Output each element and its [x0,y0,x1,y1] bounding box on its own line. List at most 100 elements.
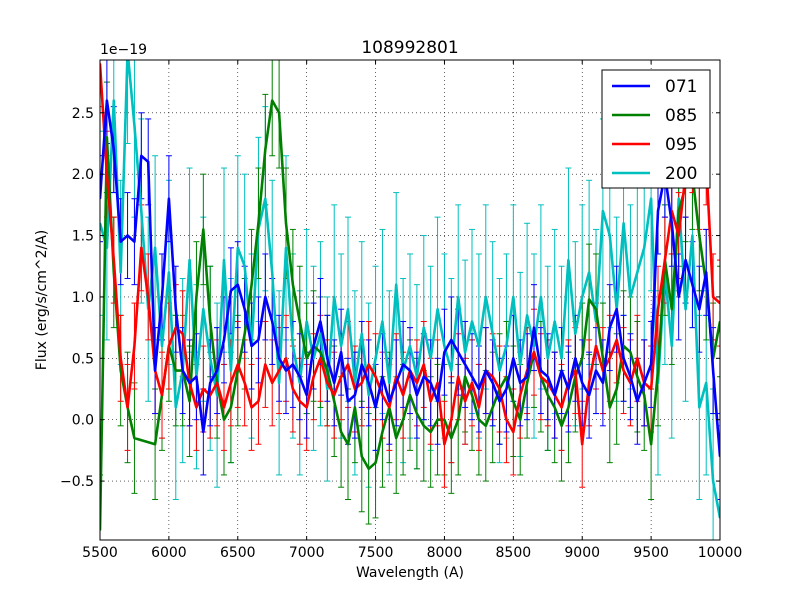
data-point-200 [484,296,487,298]
data-point-071 [347,400,349,403]
data-point-200 [188,259,191,262]
data-point-095 [367,363,370,366]
data-point-071 [374,406,377,409]
data-point-200 [567,259,570,262]
data-point-071 [588,394,591,397]
data-point-095 [560,406,563,409]
data-point-200 [526,314,529,317]
data-point-071 [250,345,253,347]
data-point-085 [677,210,680,212]
data-point-071 [312,345,315,347]
x-tick-label: 10000 [698,545,743,561]
data-point-095 [305,406,308,409]
data-point-200 [574,332,577,335]
data-point-085 [326,369,329,372]
data-point-085 [105,136,108,139]
data-point-071 [402,363,405,366]
y-axis-label: Flux (erg/s/cm^2/A) [34,230,50,370]
x-tick-label: 8000 [427,545,463,561]
data-point-085 [250,283,253,286]
data-point-095 [229,381,232,384]
data-point-085 [464,375,467,378]
data-point-200 [105,246,108,249]
data-point-071 [161,296,163,298]
y-tick-label: 0.5 [72,351,94,367]
data-point-085 [305,357,308,360]
data-point-085 [340,431,343,433]
chart-title: 108992801 [361,38,458,58]
x-tick-label: 9500 [633,545,669,561]
data-point-200 [464,351,467,354]
data-point-200 [333,296,336,298]
data-point-071 [450,338,453,341]
data-point-085 [526,381,529,384]
data-point-200 [581,296,584,298]
data-point-200 [712,480,715,482]
data-point-071 [505,388,508,390]
data-point-200 [243,265,246,268]
data-point-200 [402,369,405,372]
data-point-200 [216,394,219,397]
data-point-095 [595,345,597,347]
data-point-200 [112,99,115,102]
y-tick-label: 1.5 [72,229,94,245]
data-point-085 [505,375,508,378]
data-point-085 [643,394,646,397]
data-point-085 [236,369,239,372]
series-lines [100,60,720,532]
data-point-071 [546,375,549,378]
data-point-200 [553,320,556,323]
data-point-071 [484,369,487,372]
x-axis-label: Wavelength (A) [356,565,464,581]
data-point-095 [477,406,480,409]
data-point-200 [140,210,143,212]
data-point-095 [622,369,625,372]
data-point-071 [491,381,494,384]
data-point-085 [154,443,157,446]
data-point-200 [512,296,515,298]
data-point-095 [236,363,239,366]
data-point-071 [443,351,446,354]
data-point-085 [402,418,405,421]
data-point-085 [367,467,370,470]
data-point-095 [471,381,473,384]
data-point-200 [395,283,398,286]
x-tick-label: 7000 [289,545,325,561]
data-point-200 [498,369,501,372]
data-point-071 [636,400,639,403]
data-point-095 [119,357,122,360]
data-point-085 [415,412,418,415]
data-point-071 [229,289,232,292]
data-point-095 [677,234,680,237]
data-point-085 [450,437,453,440]
data-point-200 [209,357,212,360]
data-point-085 [347,443,349,446]
data-point-085 [229,406,232,409]
data-point-071 [285,369,287,372]
data-point-200 [698,406,701,409]
data-point-071 [657,210,659,212]
data-point-071 [271,320,274,323]
data-point-095 [291,388,294,390]
data-point-200 [457,296,460,298]
data-point-085 [546,394,549,397]
data-point-071 [174,308,177,311]
legend-label-200: 200 [665,164,697,184]
data-point-085 [298,320,301,323]
data-point-071 [601,381,604,384]
data-point-200 [236,246,239,249]
data-point-071 [395,381,398,384]
data-point-095 [257,400,260,403]
data-point-085 [636,375,639,378]
data-point-200 [374,357,377,360]
data-point-200 [636,271,639,274]
data-point-085 [195,296,198,298]
data-point-085 [588,298,591,301]
data-point-095 [539,375,542,378]
data-point-200 [608,234,611,237]
data-point-071 [677,296,680,298]
data-point-071 [140,154,143,157]
data-point-095 [360,381,363,384]
data-point-071 [622,357,625,360]
data-point-071 [264,296,267,298]
